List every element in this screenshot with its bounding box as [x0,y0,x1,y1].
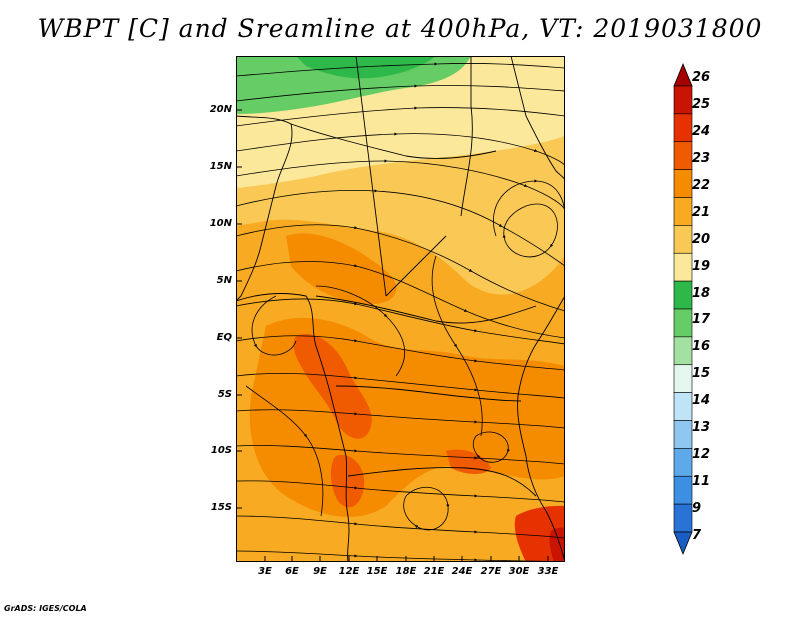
colorbar-swatch [673,308,693,338]
lon-label: 12E [338,566,360,577]
colorbar-swatch [673,113,693,143]
lon-label: 27E [480,566,502,577]
colorbar-swatch [673,225,693,254]
colorbar-swatch [673,252,693,282]
lat-label: EQ [216,332,232,343]
colorbar-label: 12 [692,447,711,462]
colorbar-swatch [673,531,693,556]
colorbar-label: 23 [692,151,711,166]
colorbar-label: 19 [692,259,711,274]
colorbar-label: 9 [692,501,702,516]
colorbar-swatch [673,197,693,226]
colorbar [673,62,693,556]
colorbar-swatch [673,62,693,87]
colorbar-label: 22 [692,178,711,193]
lat-label: 5S [217,389,232,400]
lon-label: 9E [313,566,327,577]
lat-label: 10N [209,218,232,229]
colorbar-label: 21 [692,205,711,220]
colorbar-label: 26 [692,70,711,85]
map-frame [236,56,565,562]
credit-text: GrADS: IGES/COLA [4,604,87,613]
field-22 [489,383,536,435]
streamlines [236,62,565,562]
colorbar-label: 13 [692,420,711,435]
lat-label: 10S [210,445,232,456]
colorbar-label: 17 [692,312,711,327]
colorbar-label: 11 [692,474,711,489]
lat-label: 15N [209,161,232,172]
colorbar-label: 24 [692,124,711,139]
lon-label: 18E [395,566,417,577]
colorbar-swatch [673,503,693,533]
colorbar-swatch [673,475,693,505]
lon-label: 33E [537,566,559,577]
lon-label: 21E [423,566,445,577]
field-25 [549,527,565,562]
colorbar-label: 20 [692,232,711,247]
colorbar-label: 18 [692,286,711,301]
colorbar-swatch [673,169,693,198]
lat-label: 5N [216,275,232,286]
field-17 [236,56,471,114]
colorbar-swatch [673,420,693,449]
lon-label: 15E [366,566,388,577]
colorbar-swatch [673,364,693,393]
lon-label: 6E [285,566,299,577]
chart-title: WBPT [C] and Sreamline at 400hPa, VT: 20… [37,14,763,43]
map-svg [236,56,565,562]
colorbar-label: 14 [692,393,711,408]
lon-label: 3E [258,566,272,577]
lon-label: 30E [508,566,530,577]
colorbar-label: 16 [692,339,711,354]
lon-label: 24E [451,566,473,577]
colorbar-label: 7 [692,528,702,543]
colorbar-label: 15 [692,366,711,381]
map-plot [236,56,565,562]
colorbar-swatch [673,85,693,115]
colorbar-label: 25 [692,97,711,112]
colorbar-swatch [673,392,693,421]
colorbar-swatch [673,280,693,310]
colorbar-swatch [673,336,693,366]
colorbar-swatch [673,448,693,477]
lat-label: 15S [210,502,232,513]
field-23 [293,334,372,439]
field-18 [296,56,436,79]
colorbar-swatch [673,141,693,170]
lat-label: 20N [209,104,232,115]
